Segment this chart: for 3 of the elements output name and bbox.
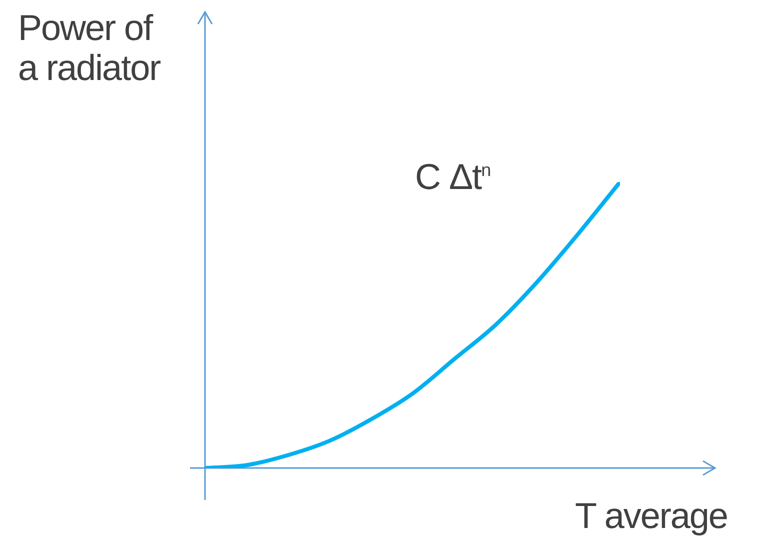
y-axis-title: Power of a radiator xyxy=(18,7,162,88)
annotation: C Δt$^{n}$ xyxy=(415,155,490,197)
x-axis-title: T average xyxy=(575,495,728,536)
